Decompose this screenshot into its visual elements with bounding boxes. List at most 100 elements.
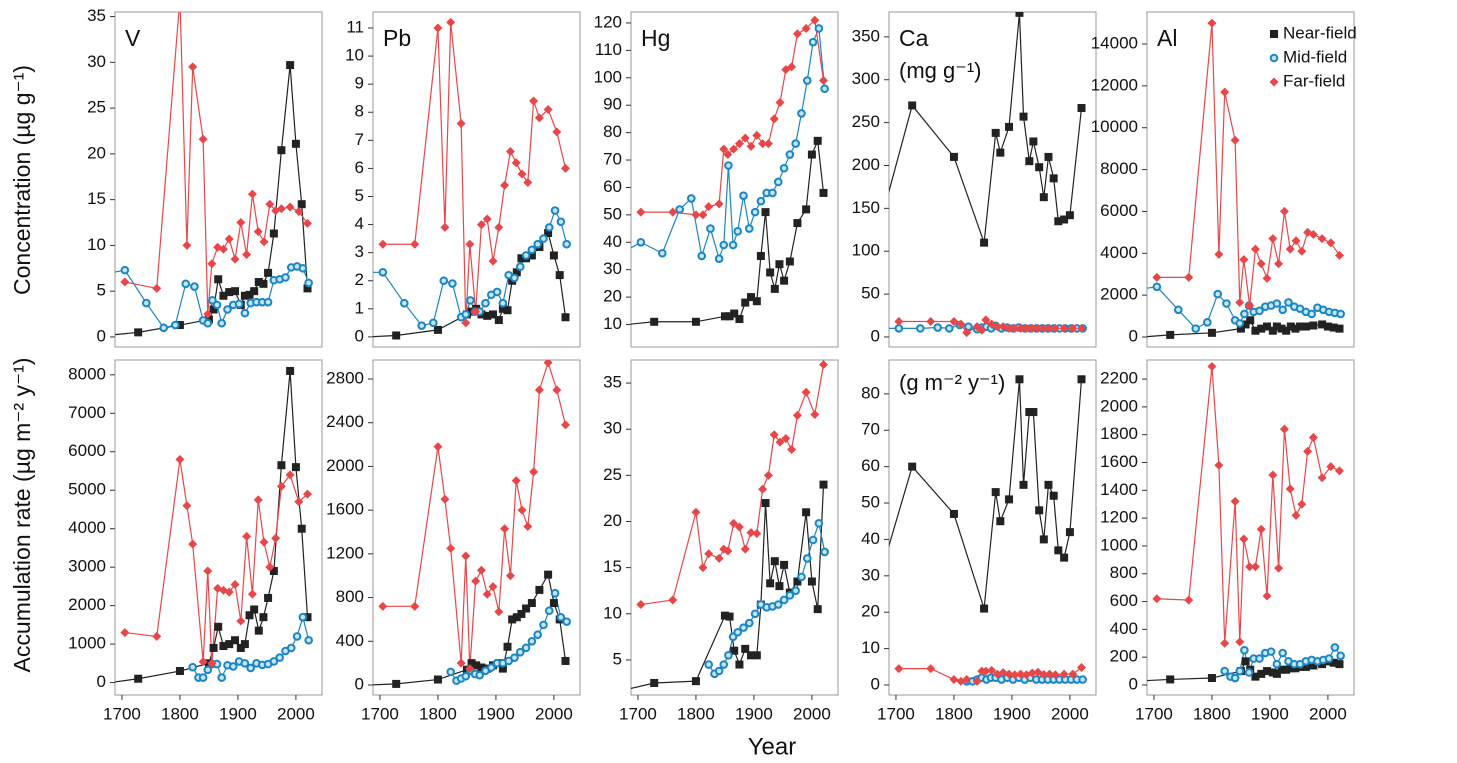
marker-circle [1278, 648, 1287, 658]
y-tick-label: 12000 [1091, 75, 1138, 94]
marker-diamond [1152, 594, 1162, 604]
marker-diamond [471, 576, 481, 586]
marker-circle [1266, 647, 1276, 656]
marker-circle [658, 248, 667, 258]
marker-square [735, 660, 744, 669]
marker-diamond [1230, 496, 1240, 506]
marker-square [807, 150, 816, 159]
marker-diamond [698, 563, 708, 573]
marker-square [549, 251, 558, 260]
x-axis-label: Year [748, 733, 797, 760]
marker-circle [292, 632, 302, 641]
marker-square [392, 679, 401, 688]
marker-circle [281, 273, 290, 282]
marker-square [1015, 12, 1024, 17]
marker-diamond [992, 322, 1002, 332]
marker-circle [533, 239, 542, 249]
marker-circle [1240, 645, 1249, 655]
marker-diamond [433, 23, 443, 33]
marker-diamond [987, 665, 997, 675]
marker-square [980, 238, 989, 247]
marker-diamond [1010, 670, 1020, 680]
marker-square [245, 611, 254, 620]
marker-square [259, 279, 268, 288]
marker-diamond [543, 360, 553, 368]
marker-diamond [182, 501, 192, 511]
marker-square [752, 651, 761, 660]
marker-square [793, 219, 802, 228]
marker-square [720, 312, 729, 321]
marker-square [286, 61, 295, 70]
y-tick-label: 10000 [1091, 117, 1138, 136]
marker-diamond [465, 239, 475, 249]
marker-diamond [1250, 562, 1260, 572]
y-tick-label: 0 [97, 326, 106, 345]
marker-diamond [1262, 591, 1272, 601]
marker-diamond [729, 144, 739, 154]
marker-diamond [926, 317, 936, 327]
y-tick-label: 40 [861, 529, 880, 548]
marker-diamond [247, 589, 257, 599]
marker-circle [171, 320, 180, 330]
marker-diamond [152, 283, 162, 293]
marker-circle [802, 554, 812, 563]
marker-diamond [265, 199, 275, 209]
marker-square [544, 228, 553, 237]
marker-square [561, 313, 570, 322]
y-tick-label: 110 [595, 40, 622, 59]
marker-diamond [1297, 246, 1307, 256]
marker-diamond [1220, 638, 1230, 648]
y-tick-label: 2200 [1100, 369, 1138, 388]
marker-square [240, 291, 249, 300]
plot-frame [888, 11, 1097, 348]
marker-diamond [482, 589, 492, 599]
marker-diamond [1335, 250, 1345, 260]
marker-square [225, 288, 234, 297]
marker-diamond [1279, 206, 1289, 216]
marker-square [1005, 122, 1014, 131]
marker-diamond [1291, 510, 1301, 520]
marker-diamond [203, 566, 213, 576]
marker-square [175, 667, 184, 676]
marker-diamond [476, 565, 486, 575]
marker-diamond [1269, 77, 1279, 87]
marker-circle [714, 666, 724, 676]
marker-diamond [253, 227, 263, 237]
marker-diamond [552, 385, 562, 395]
marker-circle [1139, 286, 1146, 293]
marker-square [561, 656, 570, 665]
marker-circle [475, 670, 484, 680]
marker-diamond [819, 76, 829, 86]
marker-circle [269, 657, 279, 666]
y-tick-label: 200 [852, 155, 880, 174]
marker-circle [461, 310, 471, 319]
marker-diamond [1291, 236, 1301, 246]
marker-square [1029, 137, 1038, 146]
marker-diamond [962, 328, 972, 338]
marker-circle [797, 109, 806, 118]
marker-square [264, 268, 273, 277]
marker-circle [704, 660, 713, 669]
marker-diamond [819, 360, 829, 370]
marker-diamond [410, 239, 420, 249]
y-tick-label: 150 [852, 198, 880, 217]
marker-square [1060, 553, 1069, 562]
marker-square [219, 291, 228, 300]
marker-circle [814, 24, 824, 33]
marker-circle [304, 278, 313, 288]
marker-square [245, 290, 254, 299]
panel-title: Pb [383, 25, 411, 51]
marker-square [219, 642, 228, 651]
marker-square [1236, 324, 1245, 333]
y-tick-label: 2000 [1100, 396, 1138, 415]
marker-square [1054, 217, 1063, 226]
y-tick-label: 50 [603, 204, 622, 223]
y-tick-label: 20 [87, 143, 106, 162]
marker-circle [744, 224, 754, 233]
y-tick-label: 20 [861, 602, 880, 621]
marker-diamond [465, 664, 475, 674]
marker-square [1277, 324, 1286, 333]
marker-square [254, 278, 263, 287]
marker-square [1296, 322, 1305, 331]
